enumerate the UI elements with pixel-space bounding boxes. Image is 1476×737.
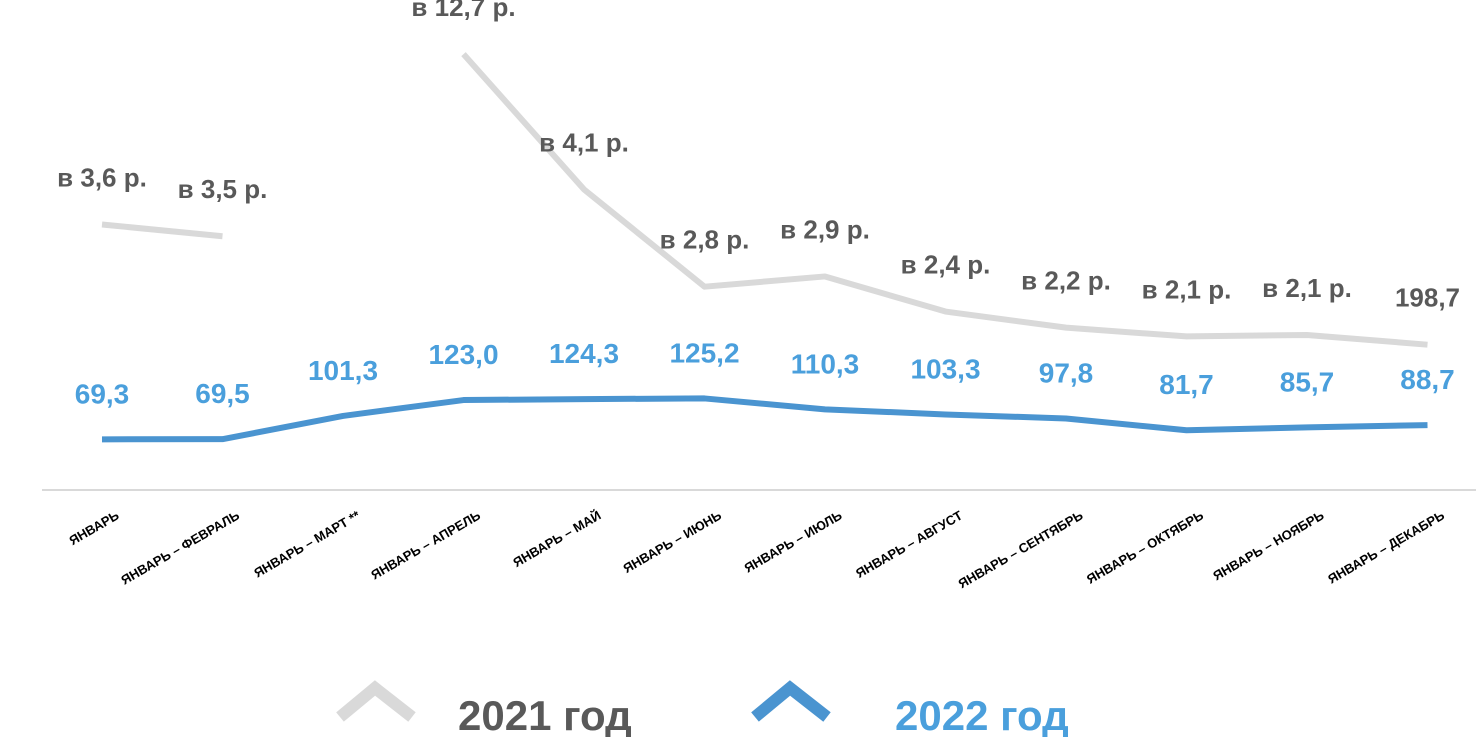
annotation: в 3,6 р.	[57, 163, 147, 193]
value-label: 124,3	[549, 338, 619, 369]
value-label: 101,3	[308, 355, 378, 386]
value-label: 125,2	[669, 337, 739, 368]
value-label: 97,8	[1039, 357, 1094, 388]
line	[461, 52, 1428, 348]
line	[101, 395, 1428, 443]
value-label: 103,3	[910, 353, 980, 384]
value-label: 85,7	[1280, 366, 1335, 397]
value-label: 198,7	[1395, 283, 1460, 313]
x-tick-label: ЯНВАРЬ – МАЙ	[510, 508, 603, 570]
x-tick-label: ЯНВАРЬ – ИЮНЬ	[621, 508, 724, 576]
annotation: в 12,7 р.	[411, 0, 515, 22]
x-tick-label: ЯНВАРЬ – ОКТЯБРЬ	[1084, 508, 1206, 587]
legend-icon	[336, 680, 416, 722]
value-label: 81,7	[1159, 369, 1214, 400]
x-tick-label: ЯНВАРЬ – НОЯБРЬ	[1210, 508, 1326, 584]
legend-icon	[751, 680, 831, 722]
annotation: в 2,9 р.	[780, 214, 870, 244]
value-label: 69,5	[195, 378, 250, 409]
annotation: в 4,1 р.	[539, 127, 629, 157]
x-tick-label: ЯНВАРЬ – МАРТ **	[251, 507, 363, 580]
annotation: в 2,8 р.	[660, 225, 750, 255]
x-tick-label: ЯНВАРЬ – ИЮЛЬ	[742, 508, 845, 576]
x-tick-label: ЯНВАРЬ – ФЕВРАЛЬ	[118, 508, 242, 588]
x-tick-label: ЯНВАРЬ – СЕНТЯБРЬ	[956, 508, 1086, 592]
legend-label: 2022 год	[895, 692, 1069, 737]
x-tick-label: ЯНВАРЬ	[66, 508, 121, 548]
x-tick-label: ЯНВАРЬ – АПРЕЛЬ	[368, 508, 483, 583]
value-label: 88,7	[1400, 364, 1455, 395]
annotation: в 2,2 р.	[1021, 266, 1111, 296]
annotation: в 2,1 р.	[1142, 274, 1232, 304]
legend-label: 2021 год	[458, 692, 632, 737]
value-label: 123,0	[428, 339, 498, 370]
x-tick-label: ЯНВАРЬ – АВГУСТ	[853, 508, 965, 581]
line	[101, 221, 223, 240]
value-label: 110,3	[791, 348, 860, 379]
x-tick-label: ЯНВАРЬ – ДЕКАБРЬ	[1325, 508, 1447, 587]
annotation: в 2,4 р.	[901, 250, 991, 280]
annotation: в 3,5 р.	[178, 174, 268, 204]
annotation: в 2,1 р.	[1262, 273, 1352, 303]
value-label: 69,3	[75, 378, 130, 409]
